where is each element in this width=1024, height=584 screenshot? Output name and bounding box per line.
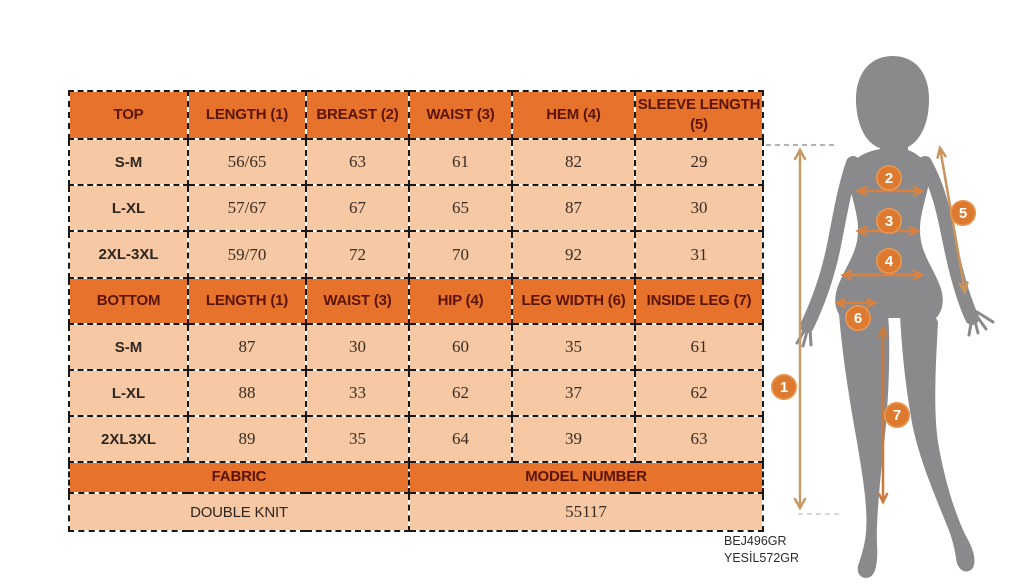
top-header-cell: LENGTH (1) xyxy=(187,90,307,140)
table-cell: 61 xyxy=(634,323,764,371)
table-cell: 65 xyxy=(408,184,513,232)
product-code-line: YESİL572GR xyxy=(724,550,800,565)
model-number-header-cell: MODEL NUMBER xyxy=(408,461,764,494)
table-cell: 59/70 xyxy=(187,230,307,279)
bottom-header-cell: BOTTOM xyxy=(68,277,189,325)
bottom-header-row: BOTTOM LENGTH (1) WAIST (3) HIP (4) LEG … xyxy=(68,277,764,325)
footer-value-row: DOUBLE KNIT 55117 xyxy=(68,492,764,532)
product-code-line: BEJ496GR xyxy=(724,534,787,548)
top-header-cell: SLEEVE LENGTH (5) xyxy=(634,90,764,140)
footer-header-row: FABRIC MODEL NUMBER xyxy=(68,461,764,494)
table-cell: 61 xyxy=(408,138,513,186)
top-header-cell: HEM (4) xyxy=(511,90,636,140)
fabric-header-cell: FABRIC xyxy=(68,461,410,494)
table-row: L-XL 57/67 67 65 87 30 xyxy=(68,184,764,232)
table-cell: 63 xyxy=(634,415,764,463)
table-cell: 64 xyxy=(408,415,513,463)
table-cell: 31 xyxy=(634,230,764,279)
bottom-header-cell: WAIST (3) xyxy=(305,277,410,325)
measure-badge-3: 3 xyxy=(876,208,902,234)
table-cell: 57/67 xyxy=(187,184,307,232)
table-cell: 82 xyxy=(511,138,636,186)
table-cell: 35 xyxy=(511,323,636,371)
length-arrow xyxy=(793,147,807,511)
size-label: L-XL xyxy=(68,184,189,232)
table-cell: 87 xyxy=(187,323,307,371)
table-cell: 56/65 xyxy=(187,138,307,186)
measure-badge-5: 5 xyxy=(950,200,976,226)
table-cell: 33 xyxy=(305,369,410,417)
table-cell: 37 xyxy=(511,369,636,417)
size-label: 2XL3XL xyxy=(68,415,189,463)
top-header-cell: WAIST (3) xyxy=(408,90,513,140)
fabric-value-cell: DOUBLE KNIT xyxy=(68,492,410,532)
measure-badge-4: 4 xyxy=(876,248,902,274)
table-cell: 39 xyxy=(511,415,636,463)
table-cell: 30 xyxy=(634,184,764,232)
table-cell: 62 xyxy=(408,369,513,417)
bottom-header-cell: HIP (4) xyxy=(408,277,513,325)
table-cell: 72 xyxy=(305,230,410,279)
table-row: S-M 56/65 63 61 82 29 xyxy=(68,138,764,186)
woman-silhouette-icon xyxy=(795,56,995,578)
table-cell: 62 xyxy=(634,369,764,417)
bottom-header-cell: LEG WIDTH (6) xyxy=(511,277,636,325)
model-number-value-cell: 55117 xyxy=(408,492,764,532)
measure-badge-6: 6 xyxy=(845,305,871,331)
bottom-header-cell: INSIDE LEG (7) xyxy=(634,277,764,325)
top-header-row: TOP LENGTH (1) BREAST (2) WAIST (3) HEM … xyxy=(68,90,764,140)
top-header-cell: BREAST (2) xyxy=(305,90,410,140)
table-row: 2XL-3XL 59/70 72 70 92 31 xyxy=(68,230,764,279)
table-cell: 63 xyxy=(305,138,410,186)
size-chart-table: TOP LENGTH (1) BREAST (2) WAIST (3) HEM … xyxy=(68,90,764,532)
table-cell: 29 xyxy=(634,138,764,186)
table-cell: 89 xyxy=(187,415,307,463)
table-cell: 60 xyxy=(408,323,513,371)
measure-badge-2: 2 xyxy=(876,165,902,191)
table-cell: 87 xyxy=(511,184,636,232)
table-cell: 88 xyxy=(187,369,307,417)
size-label: 2XL-3XL xyxy=(68,230,189,279)
table-cell: 92 xyxy=(511,230,636,279)
size-label: L-XL xyxy=(68,369,189,417)
measure-badge-1: 1 xyxy=(771,374,797,400)
size-label: S-M xyxy=(68,323,189,371)
product-codes: BEJ496GR YESİL572GR xyxy=(724,533,844,567)
measure-badge-7: 7 xyxy=(884,402,910,428)
size-label: S-M xyxy=(68,138,189,186)
table-cell: 30 xyxy=(305,323,410,371)
table-row: 2XL3XL 89 35 64 39 63 xyxy=(68,415,764,463)
table-cell: 70 xyxy=(408,230,513,279)
bottom-header-cell: LENGTH (1) xyxy=(187,277,307,325)
table-cell: 67 xyxy=(305,184,410,232)
table-row: L-XL 88 33 62 37 62 xyxy=(68,369,764,417)
table-cell: 35 xyxy=(305,415,410,463)
top-header-cell: TOP xyxy=(68,90,189,140)
table-row: S-M 87 30 60 35 61 xyxy=(68,323,764,371)
